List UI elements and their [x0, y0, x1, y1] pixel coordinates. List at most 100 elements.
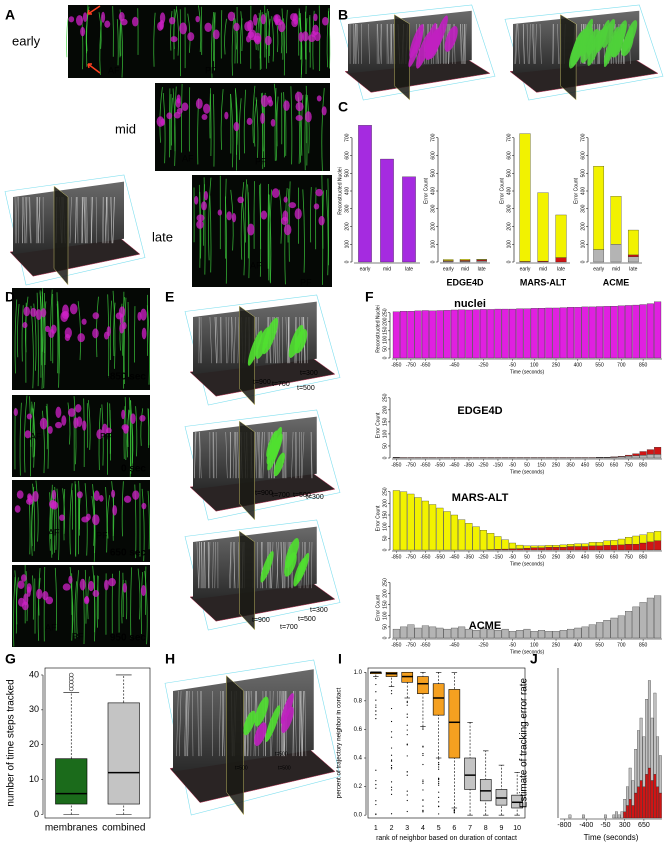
membrane [301, 94, 304, 156]
nucleus [92, 514, 100, 526]
y-tick-label: 0.6 [354, 727, 363, 733]
outlier-dot [375, 783, 377, 786]
x-tick-label: -350 [464, 462, 474, 468]
bar [639, 304, 647, 359]
nucleus [137, 311, 142, 321]
image-label: t=900 [255, 490, 273, 497]
nucleus [68, 16, 75, 23]
outlier-dot [406, 794, 408, 796]
membrane [159, 87, 163, 143]
membrane [129, 399, 133, 472]
x-tick-label: 8 [484, 825, 488, 832]
y-tick-label: 500 [430, 169, 436, 178]
x-tick-label: 450 [581, 462, 590, 468]
membrane-streak [194, 431, 197, 479]
membrane [125, 580, 128, 620]
nucleus [274, 15, 279, 26]
bar [392, 311, 400, 359]
image-label: t=900 [252, 617, 270, 624]
x-tick-label: -550 [435, 462, 445, 468]
outlier-dot [390, 786, 393, 788]
y-tick-label: 250 [382, 393, 388, 402]
membrane-streak [311, 541, 313, 589]
cell-surface [281, 706, 294, 734]
bar [400, 626, 408, 639]
membrane-streak [214, 316, 217, 364]
membrane-streak [184, 690, 187, 757]
membrane [243, 89, 246, 154]
bar [567, 307, 575, 359]
image-label: AF [182, 153, 194, 163]
membrane-streak [529, 23, 531, 64]
membrane [146, 305, 150, 385]
nucleus [23, 306, 31, 317]
nucleus [18, 597, 25, 607]
bar [581, 306, 589, 359]
bar [603, 540, 611, 546]
membrane-streak [460, 23, 463, 64]
membrane-streak [187, 690, 190, 757]
membrane [305, 11, 307, 75]
x-tick-label: mid [612, 266, 620, 272]
bar [450, 514, 458, 551]
membrane-streak [535, 23, 537, 64]
membrane-streak [531, 23, 535, 64]
membrane-streak [291, 431, 294, 479]
membrane-streak [301, 431, 305, 479]
membrane [41, 291, 45, 389]
cell-surface [254, 722, 267, 746]
y-tick-label: 0 [382, 356, 388, 359]
membrane-streak [295, 431, 298, 479]
nucleus [253, 35, 261, 43]
bar [476, 259, 487, 261]
bar [639, 451, 647, 456]
nucleus [139, 414, 146, 422]
bar [574, 627, 582, 639]
membrane-streak [387, 23, 389, 64]
cell-surface [262, 317, 279, 355]
membrane-streak [464, 23, 466, 64]
membrane-streak [237, 541, 240, 589]
bar [380, 158, 394, 263]
x-tick-label: 2 [390, 825, 394, 832]
plot-frame [44, 667, 151, 819]
outlier-dot [438, 779, 440, 781]
y-axis-label: Error Count [375, 412, 381, 438]
y-tick-label: 10 [29, 774, 39, 784]
bar [487, 309, 495, 359]
bar [654, 531, 662, 541]
membrane-streak [229, 431, 231, 479]
bar [582, 814, 585, 819]
image-label: t=700 [280, 624, 298, 631]
nucleus [277, 21, 286, 33]
outlier-dot [406, 704, 408, 706]
outlier-dot [406, 713, 408, 715]
outlier-dot [390, 760, 393, 762]
bar [588, 542, 596, 546]
bar [610, 545, 618, 551]
bar [627, 229, 639, 256]
outlier-dot [375, 683, 377, 686]
bar [538, 545, 546, 548]
nucleus [227, 11, 236, 22]
cell-surface [265, 705, 281, 742]
outlier-dot [390, 781, 393, 783]
y-tick-label: 700 [580, 133, 586, 142]
nucleus [132, 490, 140, 500]
bar [617, 456, 625, 459]
membrane [121, 481, 124, 537]
nucleus [36, 588, 43, 600]
outlier-dot [375, 710, 377, 712]
nucleus [170, 36, 178, 43]
membrane-streak [74, 196, 77, 244]
membrane [95, 296, 99, 358]
outlier-dot [422, 811, 424, 813]
bar [646, 449, 654, 455]
membrane-streak [29, 196, 32, 244]
cell-surface [288, 324, 304, 358]
bar [596, 542, 604, 546]
bar [650, 780, 654, 819]
membrane [97, 575, 99, 620]
stage-label: mid [115, 121, 136, 136]
image-label: AF [45, 622, 57, 632]
